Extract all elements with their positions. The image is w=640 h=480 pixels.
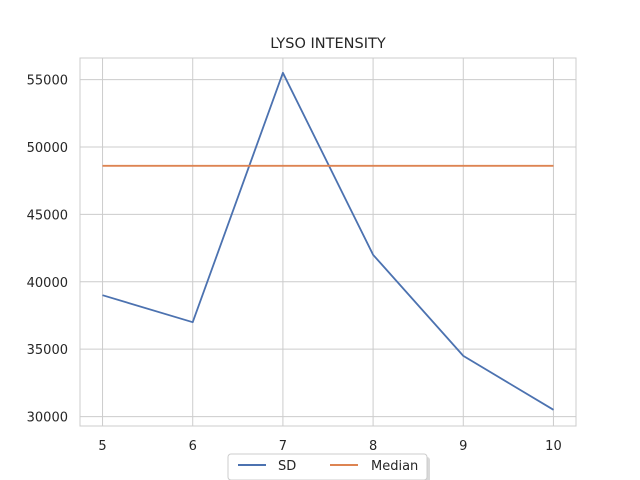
series-lines bbox=[102, 71, 554, 411]
x-tick-label: 6 bbox=[189, 439, 197, 454]
y-tick-label: 50000 bbox=[27, 141, 68, 156]
y-axis: 30000 35000 40000 45000 50000 55000 bbox=[27, 74, 68, 426]
legend-box bbox=[227, 453, 428, 480]
y-tick-label: 40000 bbox=[27, 276, 68, 291]
y-tick-label: 45000 bbox=[27, 208, 68, 223]
grid-lines bbox=[80, 58, 576, 426]
y-tick-label: 35000 bbox=[27, 343, 68, 358]
x-tick-label: 8 bbox=[369, 439, 377, 454]
plot-area bbox=[79, 57, 577, 427]
legend: SD Median bbox=[227, 453, 430, 480]
x-tick-label: 5 bbox=[98, 439, 106, 454]
x-tick-label: 10 bbox=[545, 439, 562, 454]
legend-label-median: Median bbox=[371, 459, 418, 474]
chart-title: LYSO INTENSITY bbox=[270, 36, 386, 52]
y-tick-label: 55000 bbox=[27, 74, 68, 89]
legend-label-sd: SD bbox=[278, 459, 296, 474]
x-tick-label: 7 bbox=[279, 439, 287, 454]
y-tick-label: 30000 bbox=[27, 411, 68, 426]
x-tick-label: 9 bbox=[459, 439, 467, 454]
x-axis: 5 6 7 8 9 10 bbox=[98, 439, 561, 454]
series-line-sd bbox=[102, 71, 554, 411]
